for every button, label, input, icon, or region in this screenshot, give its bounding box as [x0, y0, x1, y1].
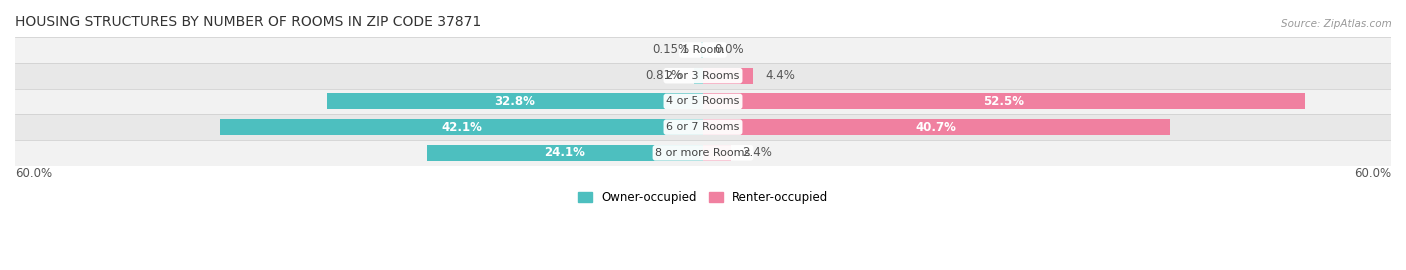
Text: 8 or more Rooms: 8 or more Rooms	[655, 148, 751, 158]
Legend: Owner-occupied, Renter-occupied: Owner-occupied, Renter-occupied	[572, 186, 834, 209]
Text: 2 or 3 Rooms: 2 or 3 Rooms	[666, 71, 740, 81]
Text: 52.5%: 52.5%	[984, 95, 1025, 108]
Text: 60.0%: 60.0%	[1354, 167, 1391, 180]
Bar	[326, 93, 703, 109]
Bar	[693, 68, 703, 84]
Text: 4 or 5 Rooms: 4 or 5 Rooms	[666, 96, 740, 106]
Text: 60.0%: 60.0%	[15, 167, 52, 180]
Bar	[702, 42, 703, 58]
Bar	[15, 89, 1391, 114]
Text: 0.15%: 0.15%	[652, 43, 690, 56]
Bar	[703, 68, 754, 84]
Text: 42.1%: 42.1%	[441, 121, 482, 134]
Bar	[15, 114, 1391, 140]
Text: 2.4%: 2.4%	[742, 146, 772, 159]
Text: 6 or 7 Rooms: 6 or 7 Rooms	[666, 122, 740, 132]
Text: Source: ZipAtlas.com: Source: ZipAtlas.com	[1281, 19, 1392, 29]
Text: 24.1%: 24.1%	[544, 146, 585, 159]
Bar	[221, 119, 703, 135]
Text: 0.0%: 0.0%	[714, 43, 744, 56]
Text: 0.81%: 0.81%	[645, 69, 682, 82]
Bar	[426, 145, 703, 161]
Text: HOUSING STRUCTURES BY NUMBER OF ROOMS IN ZIP CODE 37871: HOUSING STRUCTURES BY NUMBER OF ROOMS IN…	[15, 15, 481, 29]
Text: 1 Room: 1 Room	[682, 45, 724, 55]
Bar	[15, 63, 1391, 89]
Bar	[703, 93, 1305, 109]
Bar	[703, 119, 1170, 135]
Bar	[15, 140, 1391, 166]
Bar	[703, 145, 731, 161]
Text: 40.7%: 40.7%	[915, 121, 957, 134]
Text: 32.8%: 32.8%	[495, 95, 536, 108]
Text: 4.4%: 4.4%	[765, 69, 794, 82]
Bar	[15, 37, 1391, 63]
